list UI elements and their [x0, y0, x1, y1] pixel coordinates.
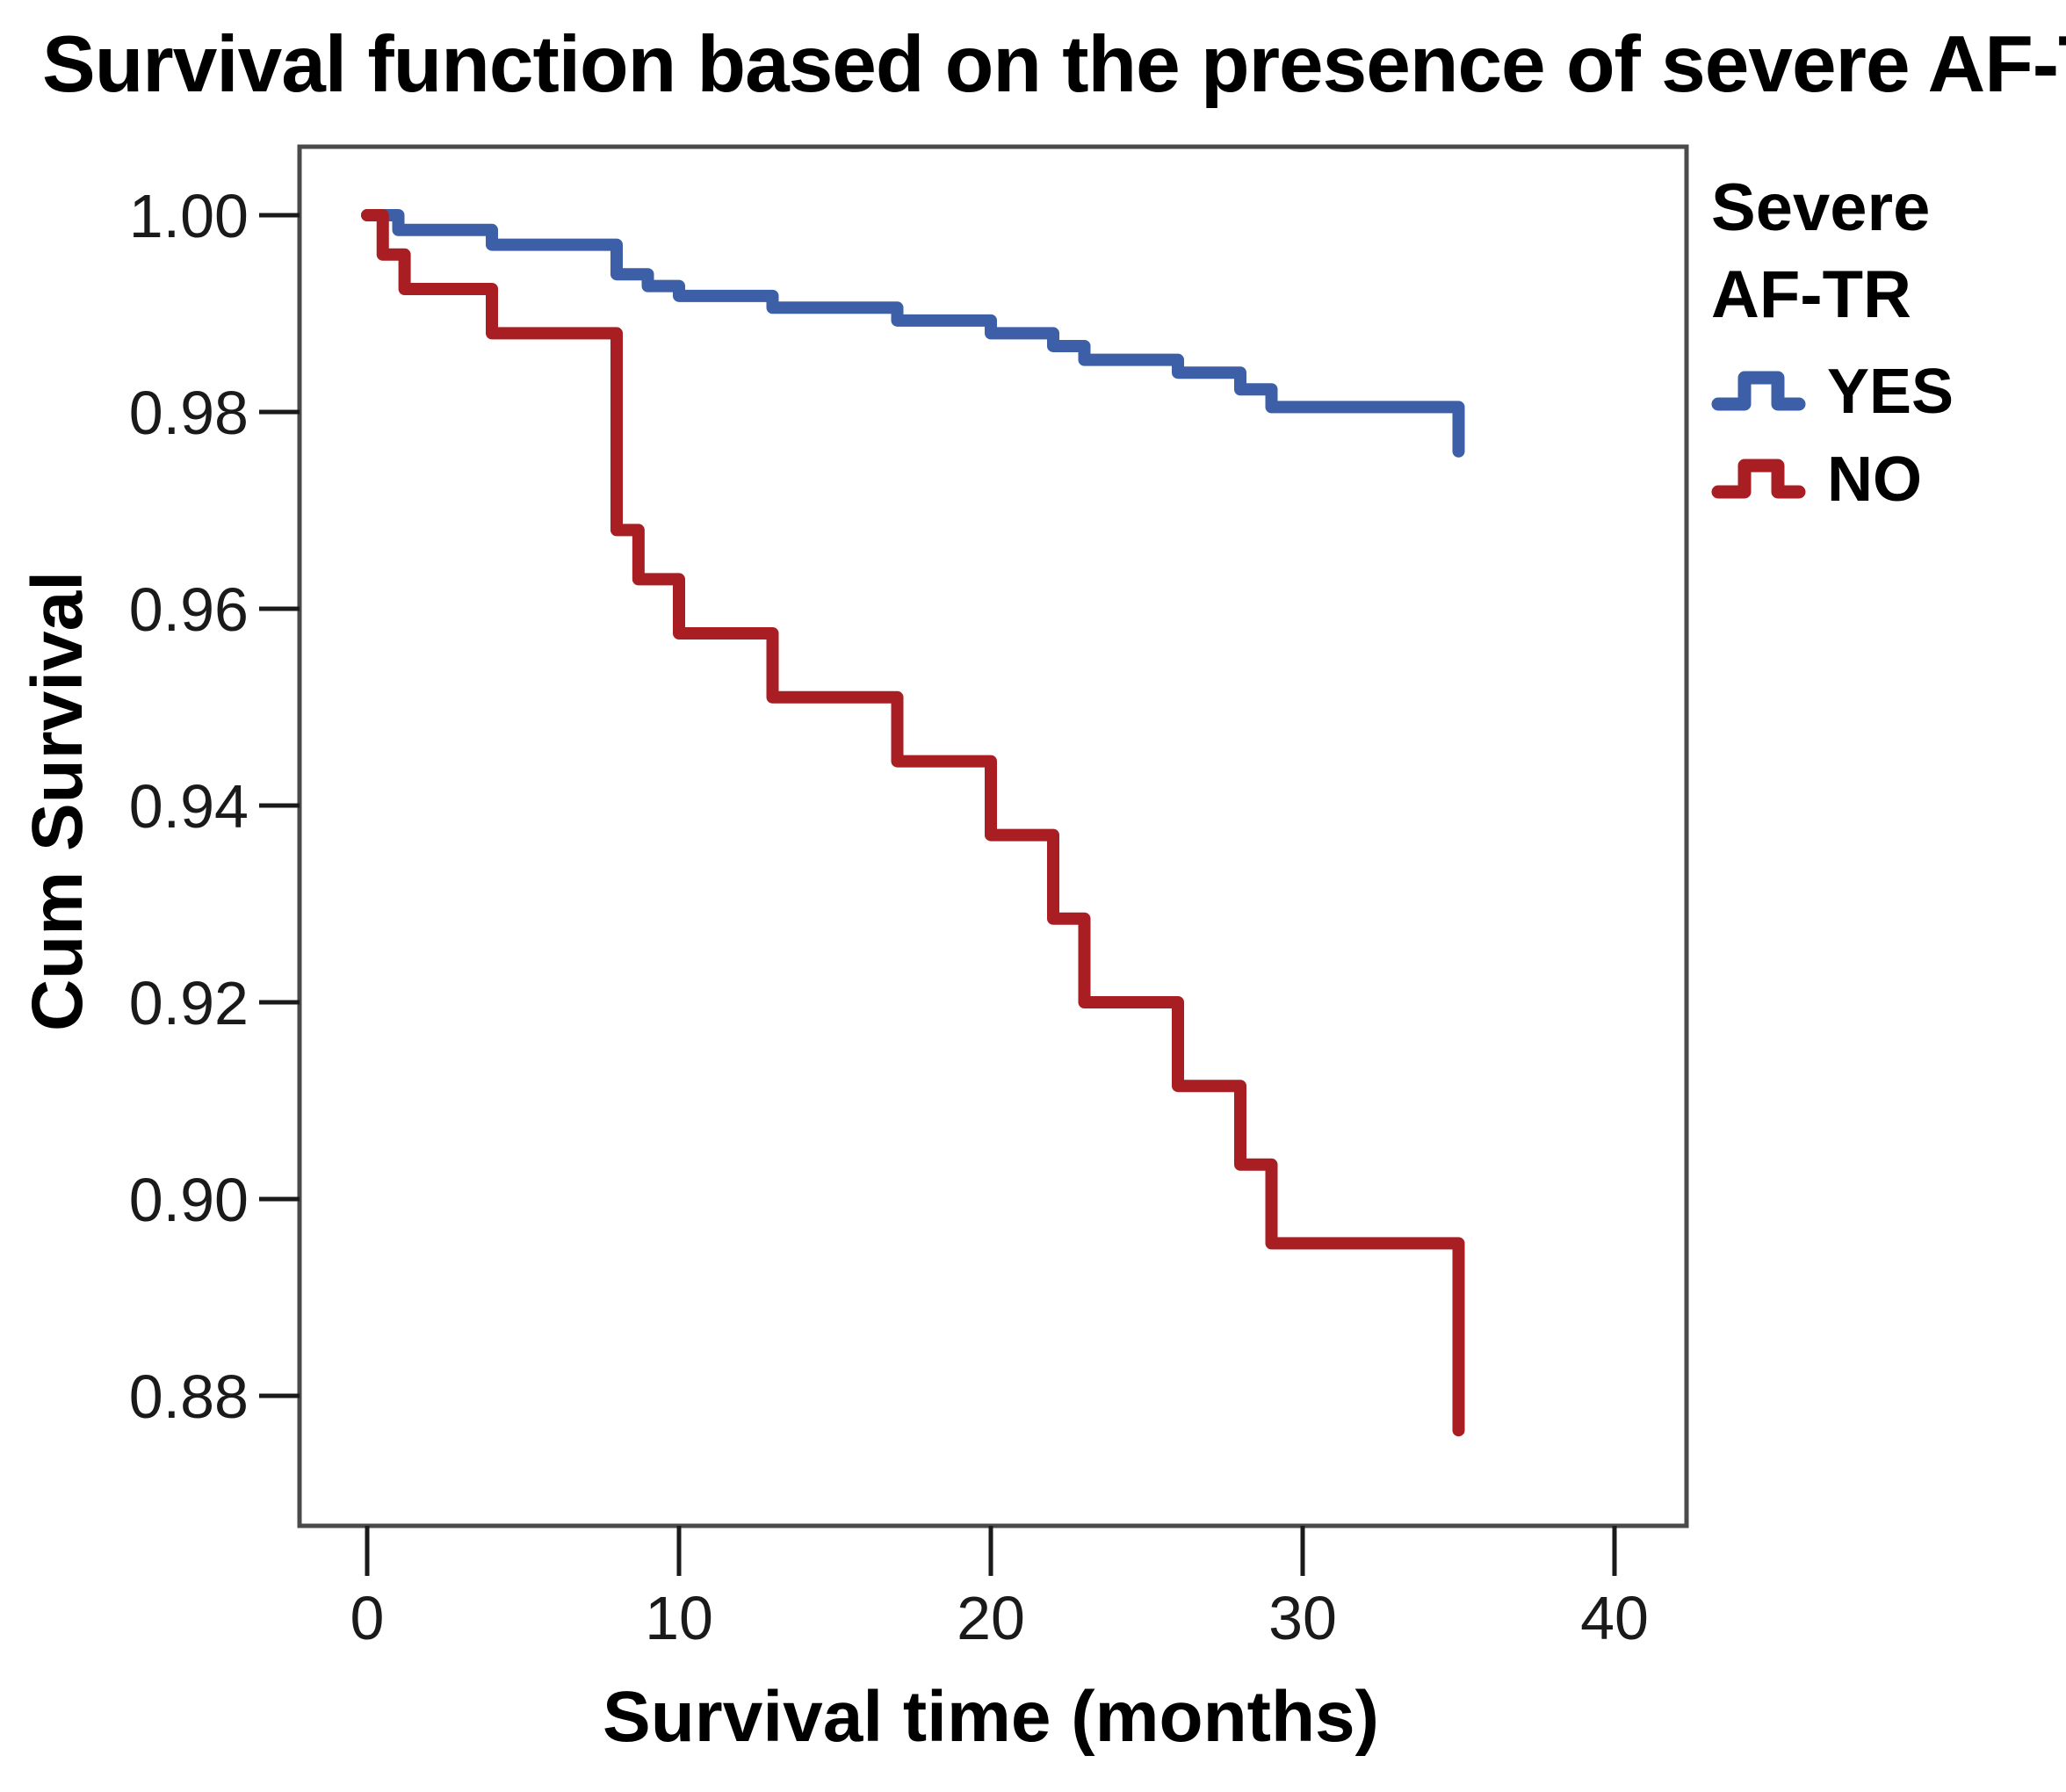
x-tick-label: 10 [645, 1584, 713, 1652]
legend: Severe AF-TR YES NO [1711, 165, 2062, 515]
legend-step-glyph-no [1711, 459, 1806, 499]
legend-title-line2: AF-TR [1711, 257, 1911, 332]
x-tick-label: 40 [1580, 1584, 1649, 1652]
y-tick-label: 0.92 [129, 969, 249, 1037]
y-tick-label: 0.88 [129, 1362, 249, 1431]
survival-curve-no [361, 209, 1465, 1437]
x-tick-label: 20 [957, 1584, 1025, 1652]
x-axis-label: Survival time (months) [603, 1677, 1379, 1757]
y-tick-label: 0.90 [129, 1166, 249, 1234]
legend-title: Severe AF-TR [1711, 165, 2062, 339]
legend-label-no: NO [1827, 444, 1922, 515]
legend-item-no: NO [1711, 444, 2062, 515]
y-tick-label: 0.94 [129, 772, 249, 841]
legend-label-yes: YES [1827, 356, 1954, 427]
y-tick-label: 0.98 [129, 379, 249, 447]
legend-title-line1: Severe [1711, 170, 1931, 245]
x-tick-label: 30 [1268, 1584, 1337, 1652]
chart-title: Survival function based on the presence … [42, 20, 2066, 109]
legend-step-glyph-yes [1711, 371, 1806, 411]
x-tick-label: 0 [350, 1584, 385, 1652]
y-tick-label: 0.96 [129, 575, 249, 644]
survival-curve-yes [361, 209, 1465, 458]
legend-item-yes: YES [1711, 357, 2062, 427]
y-tick-label: 1.00 [129, 182, 249, 250]
y-axis-label: Cum Survival [18, 570, 98, 1032]
